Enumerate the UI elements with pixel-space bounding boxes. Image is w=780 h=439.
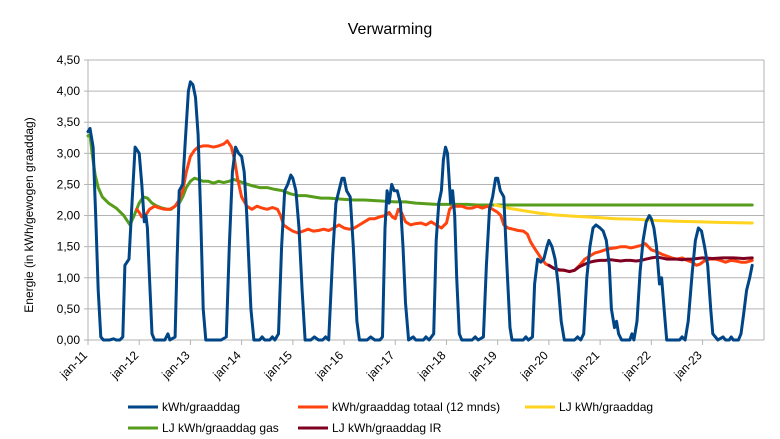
y-tick-label: 4,50: [57, 53, 81, 67]
y-tick-label: 2,00: [57, 209, 81, 223]
series-line-2: [135, 139, 754, 274]
legend-label: LJ kWh/graaddag IR: [332, 421, 442, 435]
y-axis-title: Energie (in kWh/gewogen graaddag): [22, 117, 36, 312]
y-tick-label: 0,50: [57, 302, 81, 316]
y-tick-label: 3,50: [57, 115, 81, 129]
series-line-4: [86, 133, 754, 227]
axes: [87, 60, 765, 345]
y-tick-label: 3,00: [57, 146, 81, 160]
legend-label: kWh/graaddag totaal (12 mnds): [332, 400, 500, 414]
chart-title: Verwarming: [348, 21, 432, 38]
legend-label: kWh/graaddag: [162, 400, 240, 414]
y-tick-label: 0,00: [57, 333, 81, 347]
y-tick-label: 1,50: [57, 240, 81, 254]
series-line-1: [86, 80, 754, 342]
series-lines: [86, 80, 754, 342]
series-line-3: [493, 203, 754, 225]
y-tick-label: 4,00: [57, 84, 81, 98]
legend-label: LJ kWh/graaddag: [559, 400, 653, 414]
y-tick-labels: 0,00 0,50 1,00 1,50 2,00 2,50 3,00 3,50 4,00 4,50: [57, 53, 81, 347]
y-tick-label: 2,50: [57, 177, 81, 191]
legend-label: LJ kWh/graaddag gas: [162, 421, 279, 435]
legend: kWh/graaddag kWh/graaddag totaal (12 mnds…: [128, 400, 653, 435]
y-tick-label: 1,00: [57, 271, 81, 285]
series-line-5: [547, 255, 754, 274]
